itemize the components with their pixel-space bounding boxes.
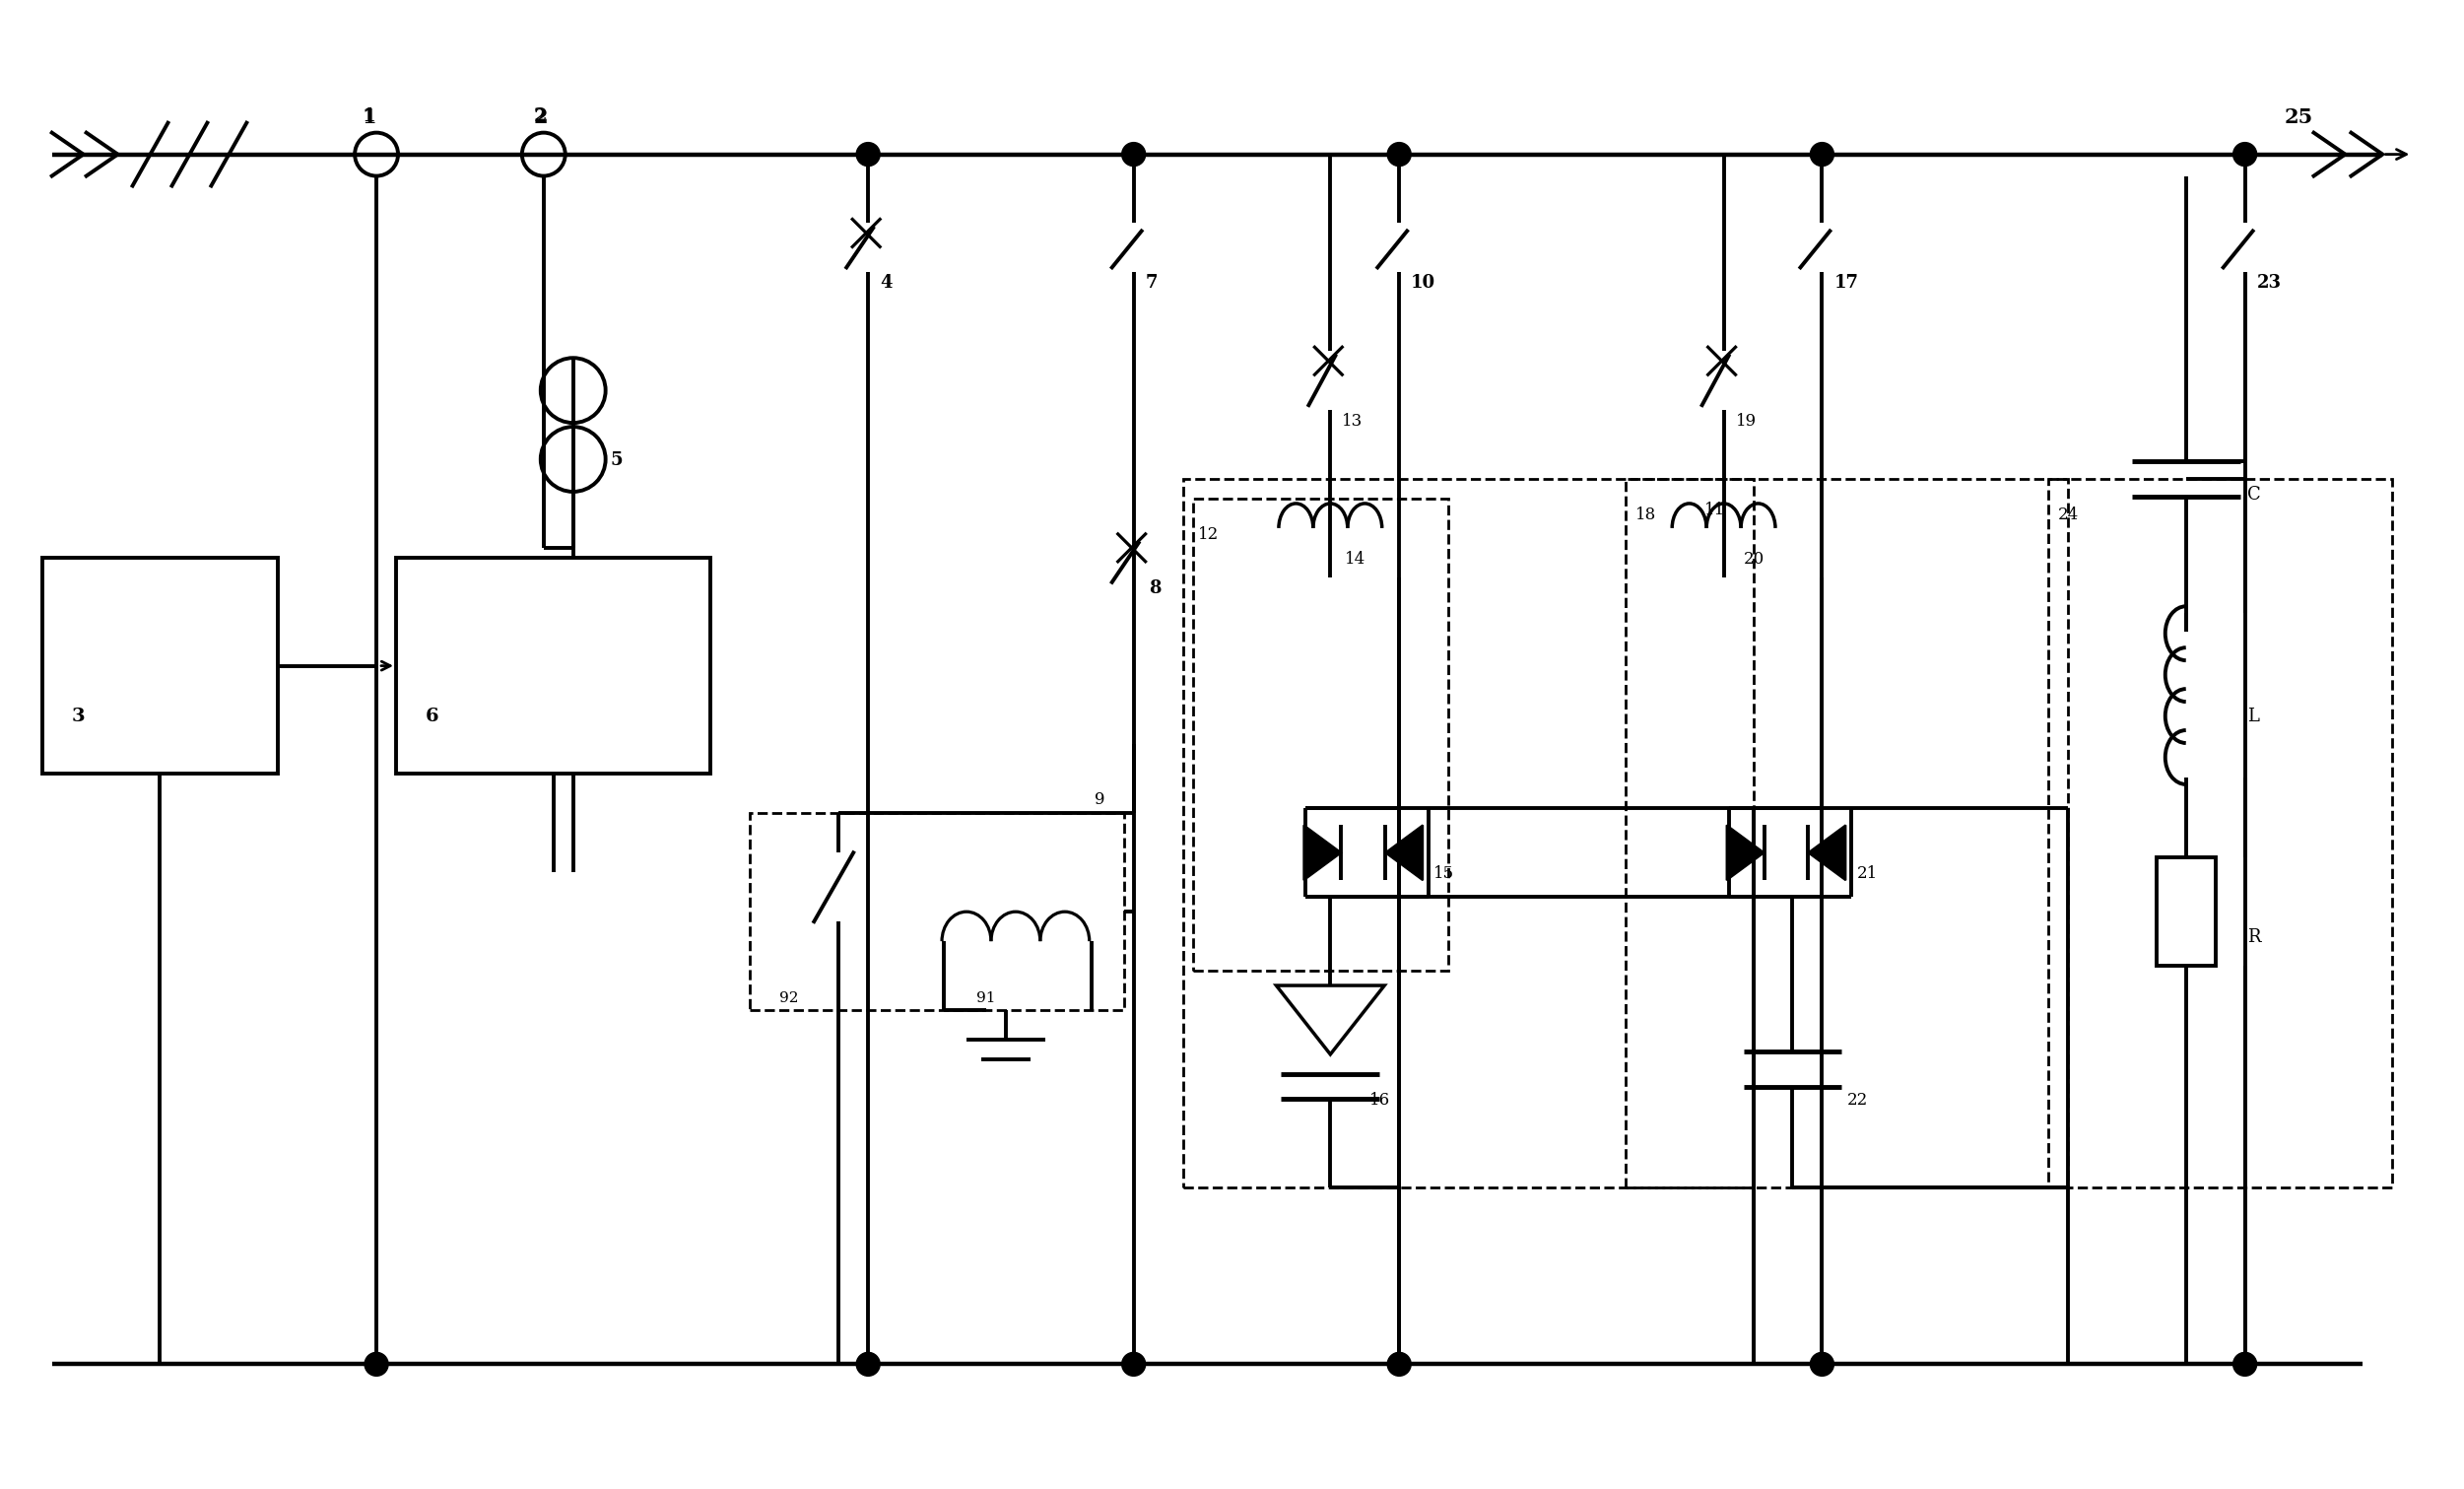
Circle shape <box>857 1352 880 1376</box>
Circle shape <box>2232 143 2257 167</box>
Circle shape <box>2232 1352 2257 1376</box>
Text: 91: 91 <box>976 992 995 1005</box>
Text: 1: 1 <box>362 107 377 127</box>
Text: L: L <box>2247 707 2259 725</box>
Polygon shape <box>1385 825 1422 880</box>
Text: 14: 14 <box>1345 551 1365 567</box>
Text: 4: 4 <box>880 274 892 292</box>
Text: 10: 10 <box>1412 274 1437 292</box>
Text: 2: 2 <box>535 107 547 127</box>
Text: 18: 18 <box>1636 506 1656 523</box>
Text: 25: 25 <box>2284 107 2314 127</box>
Circle shape <box>1121 1352 1146 1376</box>
Text: 17: 17 <box>1833 274 1858 292</box>
Text: 9: 9 <box>1094 792 1104 809</box>
Text: 2: 2 <box>535 107 547 125</box>
Circle shape <box>1811 1352 1833 1376</box>
Circle shape <box>1121 143 1146 167</box>
Text: 13: 13 <box>1343 412 1363 430</box>
Text: 23: 23 <box>2257 274 2282 292</box>
Text: 12: 12 <box>1198 526 1220 543</box>
Text: 16: 16 <box>1370 1091 1390 1108</box>
Text: 92: 92 <box>779 992 798 1005</box>
Text: 21: 21 <box>1855 865 1878 881</box>
Polygon shape <box>1727 825 1764 880</box>
Text: 5: 5 <box>611 451 623 469</box>
Text: R: R <box>2247 929 2259 946</box>
Text: 19: 19 <box>1735 412 1757 430</box>
Text: C: C <box>2247 485 2259 503</box>
Circle shape <box>857 143 880 167</box>
Text: 22: 22 <box>1846 1091 1868 1108</box>
Text: 1: 1 <box>362 107 375 125</box>
Text: 20: 20 <box>1745 551 1764 567</box>
Text: 6: 6 <box>426 707 439 725</box>
Text: 15: 15 <box>1434 865 1454 881</box>
Text: 11: 11 <box>1705 502 1725 518</box>
Circle shape <box>1811 143 1833 167</box>
Text: 7: 7 <box>1146 274 1158 292</box>
Circle shape <box>1387 1352 1412 1376</box>
Circle shape <box>1387 143 1412 167</box>
Circle shape <box>365 1352 389 1376</box>
Polygon shape <box>1809 825 1846 880</box>
Polygon shape <box>1303 825 1340 880</box>
Text: 8: 8 <box>1148 579 1161 597</box>
Text: 24: 24 <box>2057 506 2080 523</box>
Text: 3: 3 <box>71 707 84 725</box>
